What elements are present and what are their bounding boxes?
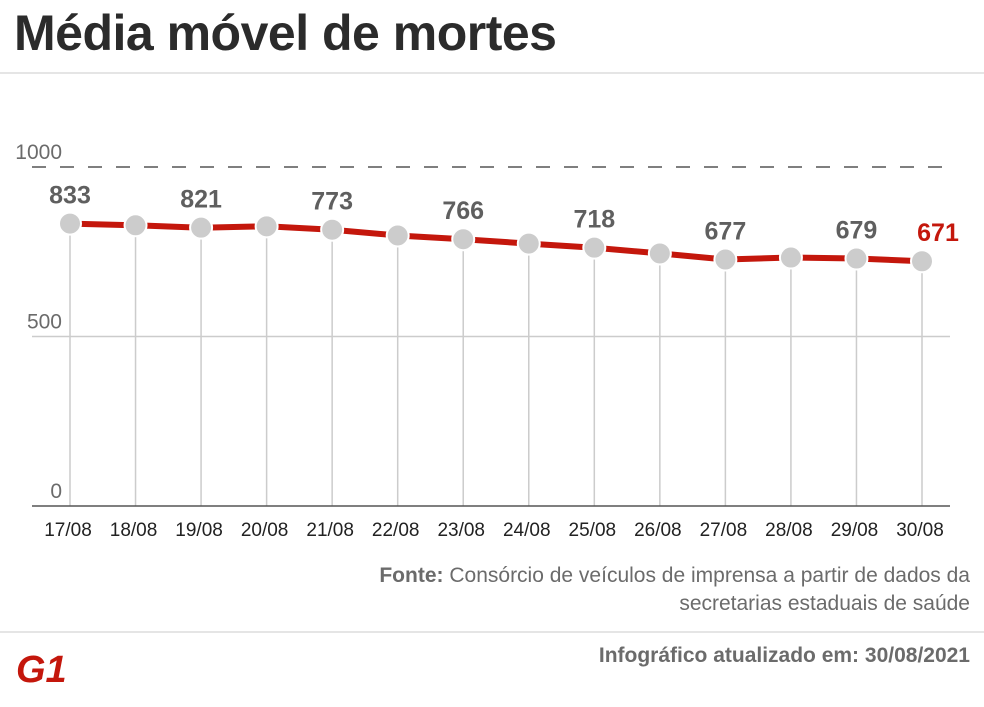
data-point [451,227,476,252]
x-tick-label: 23/08 [437,520,485,541]
data-point [320,217,345,242]
chart-title: Média móvel de mortes [14,5,557,61]
data-point [582,235,607,260]
source-text: Consórcio de veículos de imprensa a part… [449,564,970,615]
source-label: Fonte: [379,564,444,587]
footer-divider [0,631,984,633]
x-tick-label: 26/08 [634,520,682,541]
data-label: 679 [836,217,878,245]
data-point [778,245,803,270]
x-tick-label: 28/08 [765,520,813,541]
data-point [385,223,410,248]
g1-logo: G1 [14,647,76,687]
data-label: 766 [442,197,484,225]
data-point [844,246,869,271]
data-point [516,231,541,256]
x-tick-label: 17/08 [44,520,92,541]
data-point [713,247,738,272]
data-point [910,249,934,274]
x-tick-label: 21/08 [306,520,354,541]
x-tick-label: 30/08 [896,520,944,541]
data-point [254,214,279,239]
x-tick-label: 20/08 [241,520,289,541]
data-point [189,215,214,240]
x-tick-label: 29/08 [831,520,879,541]
x-tick-label: 25/08 [569,520,617,541]
data-point [58,211,82,236]
data-label: 677 [705,218,747,246]
x-tick-label: 18/08 [110,520,158,541]
data-point [123,213,148,238]
x-tick-label: 27/08 [700,520,748,541]
data-label: 773 [311,188,353,216]
data-point [647,241,672,266]
data-label: 671 [917,219,959,247]
source-note: Fonte: Consórcio de veículos de imprensa… [350,562,970,618]
line-chart: 0 500 1000 833 821 773 766 718 677 679 671 17/08 18/… [15,141,959,541]
svg-text:G1: G1 [16,649,67,687]
x-tick-label: 22/08 [372,520,420,541]
data-label: 833 [49,182,91,210]
updated-note: Infográfico atualizado em: 30/08/2021 [598,644,970,667]
x-tick-label: 19/08 [175,520,223,541]
title-divider [0,72,984,74]
y-tick-label: 1000 [15,141,62,164]
x-tick-label: 24/08 [503,520,551,541]
data-label: 821 [180,186,222,214]
data-label: 718 [573,206,615,234]
y-tick-label: 500 [27,311,62,334]
y-tick-label: 0 [50,480,62,503]
